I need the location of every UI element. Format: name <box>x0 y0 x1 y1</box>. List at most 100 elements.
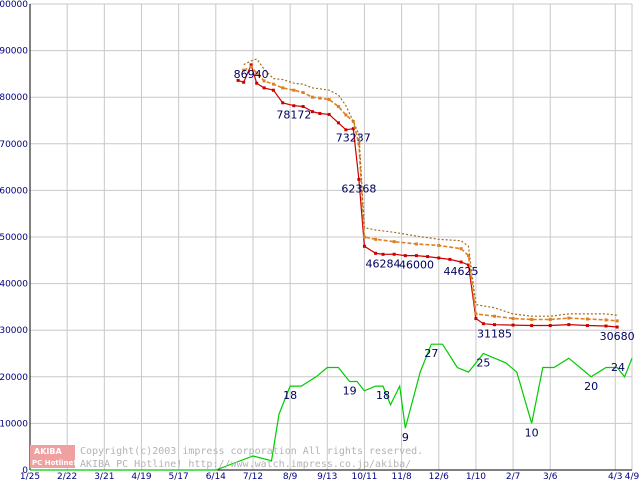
data-point <box>474 317 478 321</box>
series-line-3 <box>30 343 633 471</box>
data-point <box>242 80 246 84</box>
y-tick-label: 50000 <box>0 233 28 243</box>
x-tick-label: 2/22 <box>57 472 77 480</box>
data-label: 78172 <box>276 109 311 122</box>
x-tick-label: 11/8 <box>391 472 411 480</box>
data-label: 9 <box>402 431 409 444</box>
data-point <box>249 63 253 67</box>
data-point <box>255 81 259 85</box>
y-tick-label: 0 <box>22 466 28 476</box>
data-point <box>336 105 340 109</box>
data-label: 10 <box>525 426 539 439</box>
data-point <box>327 98 331 102</box>
data-point <box>344 128 348 132</box>
data-label: 62368 <box>341 182 376 195</box>
data-point <box>292 88 296 92</box>
logo-bottom-text: PC Hotline! <box>32 459 76 467</box>
copyright-text: Copyright(c)2003 impress corporation All… <box>80 446 423 457</box>
data-point <box>336 121 340 125</box>
data-point <box>351 127 355 131</box>
data-point <box>511 323 515 327</box>
data-point <box>362 235 366 239</box>
data-point <box>374 251 378 255</box>
y-tick-label: 20000 <box>0 373 28 383</box>
x-tick-label: 4/3 <box>608 472 622 480</box>
data-label: 30680 <box>600 330 635 343</box>
y-tick-label: 10000 <box>0 419 28 429</box>
data-point <box>362 244 366 248</box>
logo-bottom-box <box>30 457 75 468</box>
data-point <box>604 318 608 322</box>
data-point <box>459 260 463 264</box>
data-point <box>548 324 552 328</box>
y-tick-label: 30000 <box>0 326 28 336</box>
data-point <box>327 112 331 116</box>
data-point <box>437 256 441 260</box>
series-line-2 <box>243 58 618 317</box>
data-point <box>437 243 441 247</box>
data-point <box>357 177 361 181</box>
data-point <box>585 317 589 321</box>
series-line-0 <box>237 63 618 328</box>
data-point <box>271 88 275 92</box>
data-point <box>281 101 285 105</box>
data-point <box>392 252 396 256</box>
data-point <box>493 323 497 327</box>
y-tick-label: 40000 <box>0 280 28 290</box>
data-point <box>530 317 534 321</box>
data-point <box>615 319 619 323</box>
data-label: 18 <box>376 389 390 402</box>
data-point <box>615 325 619 329</box>
data-point <box>474 312 478 316</box>
data-point <box>567 323 571 327</box>
x-tick-label: 4/9 <box>625 472 640 480</box>
data-point <box>585 324 589 328</box>
data-point <box>414 254 418 258</box>
data-point <box>310 95 314 99</box>
data-point <box>344 113 348 117</box>
data-point <box>548 317 552 321</box>
data-point <box>318 96 322 100</box>
x-tick-label: 2/7 <box>506 472 520 480</box>
x-tick-label: 7/12 <box>243 472 263 480</box>
logo-top-text: AKIBA <box>34 447 62 456</box>
data-point <box>459 247 463 251</box>
x-tick-label: 5/17 <box>169 472 189 480</box>
data-point <box>292 104 296 108</box>
data-point <box>567 316 571 320</box>
data-label: 24 <box>611 361 625 374</box>
data-point <box>530 324 534 328</box>
data-point <box>466 254 470 258</box>
data-point <box>392 240 396 244</box>
data-label: 20 <box>584 380 598 393</box>
data-label: 44625 <box>444 265 479 278</box>
series-line-1 <box>243 65 618 322</box>
url-text: AKIBA PC Hotline! http://www.watch.impre… <box>80 459 411 470</box>
data-label: 27 <box>424 347 438 360</box>
watermark: AKIBA PC Hotline! Copyright(c)2003 impre… <box>30 445 423 470</box>
data-label: 46284 <box>366 257 401 270</box>
data-point <box>271 82 275 86</box>
data-point <box>301 91 305 95</box>
data-point <box>236 78 240 82</box>
data-point <box>351 119 355 123</box>
data-point <box>318 112 322 116</box>
data-point <box>374 237 378 241</box>
data-point <box>511 317 515 321</box>
x-tick-label: 8/9 <box>283 472 298 480</box>
data-label: 73237 <box>336 132 371 145</box>
data-label: 86940 <box>234 68 269 81</box>
y-tick-label: 60000 <box>0 186 28 196</box>
data-point <box>310 110 314 114</box>
x-tick-label: 3/6 <box>543 472 558 480</box>
data-label: 19 <box>343 384 357 397</box>
data-label: 31185 <box>477 328 512 341</box>
x-tick-label: 4/19 <box>131 472 151 480</box>
data-point <box>281 86 285 90</box>
data-point <box>255 71 259 75</box>
data-point <box>381 252 385 256</box>
data-point <box>242 68 246 72</box>
